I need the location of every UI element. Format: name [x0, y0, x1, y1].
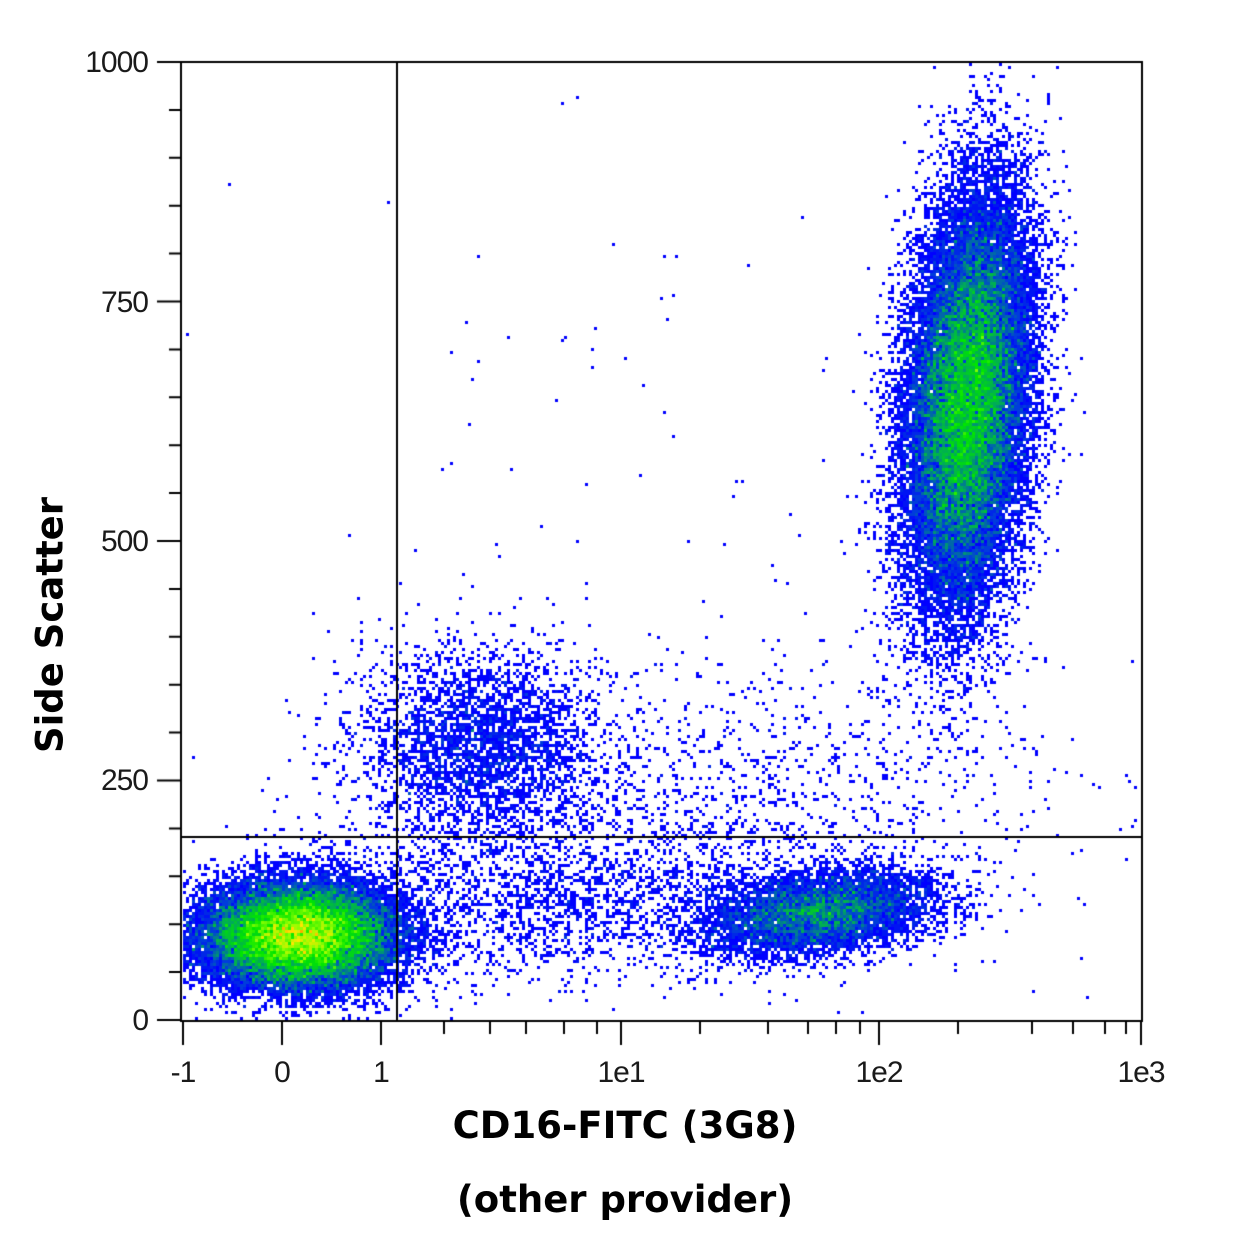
y-tick-label-750: 750 — [100, 286, 149, 319]
y-axis-title: Side Scatter — [28, 496, 72, 754]
x-tick-label-1e2: 1e2 — [855, 1056, 903, 1089]
y-tick-label-500: 500 — [100, 525, 149, 558]
x-axis-title: CD16-FITC (3G8) — [452, 1104, 798, 1147]
x-tick-label-1e3: 1e3 — [1117, 1056, 1165, 1089]
y-tick-label-1000: 1000 — [85, 46, 149, 79]
x-axis-subtitle: (other provider) — [456, 1178, 794, 1221]
x-tick-label-1: 1 — [373, 1056, 390, 1089]
y-tick-label-0: 0 — [132, 1004, 149, 1037]
x-tick-label-1e1: 1e1 — [597, 1056, 645, 1089]
x-tick-label-0: 0 — [274, 1056, 291, 1089]
x-tick-label-neg1: -1 — [170, 1056, 197, 1089]
y-tick-label-250: 250 — [100, 764, 149, 797]
